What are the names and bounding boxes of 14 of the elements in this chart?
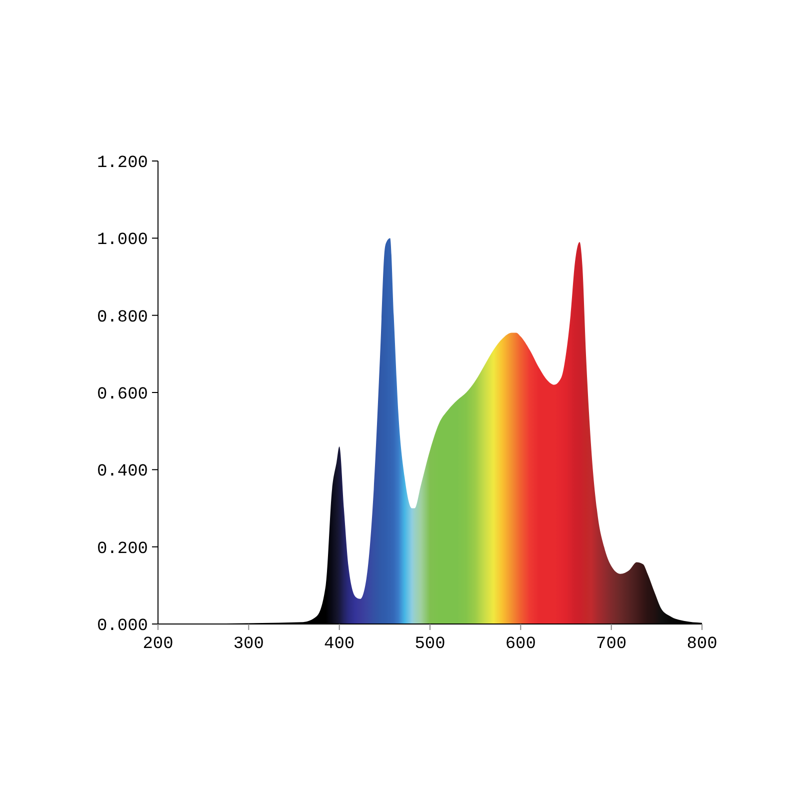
y-tick-label: 1.000 [96, 231, 148, 250]
y-tick-label: 1.200 [96, 154, 148, 173]
x-tick-label: 400 [324, 635, 355, 654]
y-tick-label: 0.000 [96, 616, 148, 636]
x-tick-label: 300 [233, 635, 264, 654]
x-tick-label: 500 [414, 635, 446, 654]
y-tick-label: 0.600 [96, 385, 148, 404]
x-tick-label: 700 [596, 635, 627, 654]
y-tick-label: 0.200 [96, 540, 148, 559]
y-tick-label: 0.400 [96, 462, 148, 482]
x-tick-label: 800 [686, 635, 718, 654]
y-tick-label: 0.800 [96, 308, 148, 328]
x-tick-label: 600 [505, 635, 536, 654]
x-tick-label: 200 [142, 635, 174, 654]
